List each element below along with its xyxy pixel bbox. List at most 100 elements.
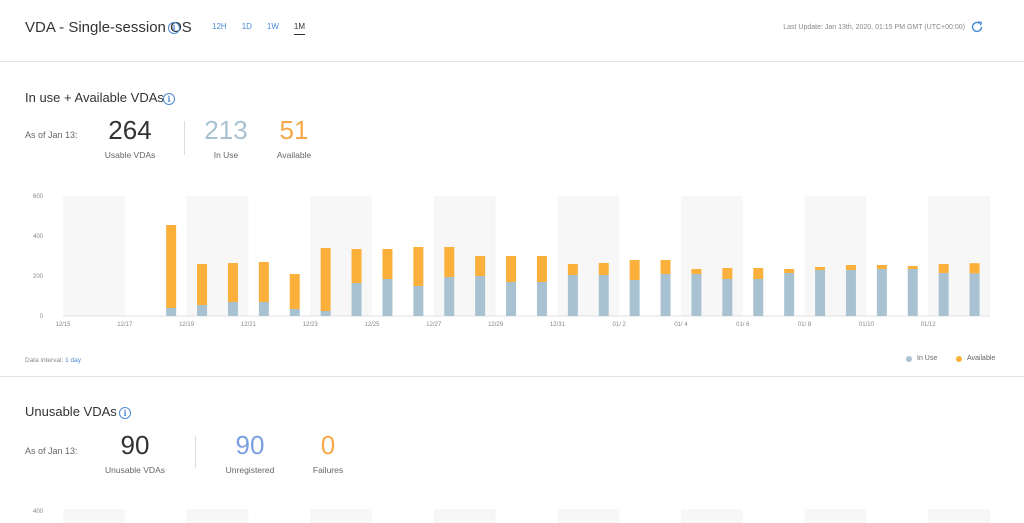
x-tick-label: 12/19	[179, 322, 195, 328]
bar-in-use	[475, 276, 486, 316]
bar-available	[227, 263, 238, 302]
bar-available	[815, 267, 826, 270]
bar-available	[166, 225, 177, 308]
refresh-icon[interactable]	[970, 20, 984, 34]
chart-band	[804, 196, 867, 316]
x-tick-label: 12/31	[550, 322, 566, 328]
x-tick-label: 01/10	[859, 322, 875, 328]
x-tick-label: 01/ 8	[798, 322, 812, 328]
chart-band	[928, 196, 990, 316]
bar-available	[289, 274, 300, 309]
legend-available[interactable]: Available	[956, 355, 995, 362]
metric-value: 213	[204, 115, 248, 145]
bar-in-use	[660, 274, 671, 316]
bar-available	[969, 263, 980, 274]
bar-available	[536, 256, 547, 282]
data-interval: Data interval: 1 day	[25, 357, 81, 364]
metric-value: 90	[235, 430, 265, 460]
x-tick-label: 01/ 2	[613, 322, 627, 328]
metric-divider	[184, 121, 185, 155]
bar-available	[722, 268, 733, 279]
info-icon[interactable]: i	[168, 22, 180, 34]
info-icon[interactable]: i	[163, 93, 175, 105]
bar-available	[938, 264, 949, 273]
bar-in-use	[506, 282, 517, 316]
bar-in-use	[969, 273, 980, 316]
tab-1w[interactable]: 1W	[266, 22, 279, 31]
chart-band	[433, 509, 496, 523]
metric-divider	[195, 436, 196, 468]
bar-in-use	[938, 273, 949, 316]
y-tick-label: 0	[40, 314, 44, 320]
metric-label: Available	[276, 150, 312, 160]
chart-band	[433, 196, 496, 316]
as-of-label: As of Jan 13:	[25, 446, 78, 456]
bar-available	[197, 264, 208, 305]
bar-in-use	[598, 275, 609, 316]
x-tick-label: 12/17	[117, 322, 133, 328]
bar-in-use	[258, 302, 269, 316]
bar-available	[413, 247, 424, 286]
bar-in-use	[691, 274, 702, 316]
bar-in-use	[567, 275, 578, 316]
page-title: VDA - Single-session OS	[25, 19, 192, 36]
bar-in-use	[907, 269, 918, 316]
bar-in-use	[722, 279, 733, 316]
metric-label: Unregistered	[225, 465, 275, 475]
bar-available	[444, 247, 455, 277]
chart-band	[557, 196, 620, 316]
bar-available	[351, 249, 362, 283]
bar-available	[907, 266, 918, 269]
bar-in-use	[351, 283, 362, 316]
bar-in-use	[629, 280, 640, 316]
x-tick-label: 12/27	[426, 322, 442, 328]
section-title-usable: In use + Available VDAs	[25, 90, 164, 105]
x-tick-label: 01/ 4	[674, 322, 688, 328]
tab-12h[interactable]: 12H	[212, 22, 227, 31]
bar-available	[660, 260, 671, 274]
chart-band	[681, 196, 743, 316]
legend-label: In Use	[917, 355, 938, 362]
chart-band	[186, 509, 249, 523]
bar-available	[753, 268, 764, 279]
unusable-vdas-chart: 400	[33, 509, 990, 523]
chart-band	[804, 509, 867, 523]
section-title-unusable: Unusable VDAs	[25, 404, 117, 419]
metric-value: 90	[120, 430, 150, 460]
tab-1m[interactable]: 1M	[293, 22, 306, 35]
data-interval-value: 1 day	[65, 357, 82, 364]
metric-label: Unusable VDAs	[104, 465, 165, 475]
metric-unusable-vdas: 90 Unusable VDAs	[97, 432, 173, 475]
time-range-tabs: 12H 1D 1W 1M	[212, 22, 320, 35]
bar-in-use	[166, 308, 177, 316]
bar-available	[258, 262, 269, 302]
as-of-label: As of Jan 13:	[25, 130, 78, 140]
bar-available	[629, 260, 640, 280]
chart-band	[186, 196, 249, 316]
metric-available: 51 Available	[264, 117, 324, 160]
x-tick-label: 12/25	[364, 322, 380, 328]
metric-label: Failures	[312, 465, 344, 475]
bar-available	[876, 265, 887, 269]
bar-in-use	[876, 269, 887, 316]
chart-band	[63, 196, 125, 316]
chart-band	[557, 509, 620, 523]
info-icon[interactable]: i	[119, 407, 131, 419]
x-tick-label: 01/12	[921, 322, 937, 328]
vda-usage-chart: 0 200 400 600 12/15 12/17 12/19 12/21 12/23 12/25…	[33, 194, 990, 328]
bar-in-use	[320, 311, 331, 316]
bar-in-use	[197, 305, 208, 316]
chart-band	[63, 509, 125, 523]
bar-available	[475, 256, 486, 276]
chart-band	[310, 509, 372, 523]
legend-dot	[956, 355, 962, 362]
metric-value: 51	[279, 115, 309, 145]
bar-available	[382, 249, 393, 279]
metric-failures: 0 Failures	[303, 432, 353, 475]
metric-in-use: 213 In Use	[196, 117, 256, 160]
legend-in-use[interactable]: In Use	[906, 355, 937, 362]
tab-1d[interactable]: 1D	[241, 22, 252, 31]
y-tick-label: 400	[33, 509, 44, 515]
bar-in-use	[227, 302, 238, 316]
x-tick-label: 12/23	[303, 322, 319, 328]
